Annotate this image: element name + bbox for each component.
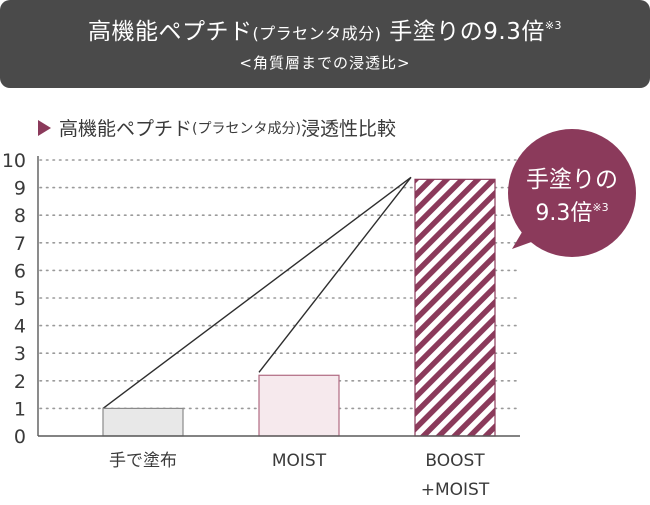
connector-line-hand	[102, 176, 412, 409]
callout-line2: 9.3倍※3	[535, 201, 608, 226]
x-tick-label-line: BOOST	[425, 451, 485, 471]
header-title-tail: 手塗りの9.3倍	[389, 19, 545, 45]
y-tick-label: 1	[14, 398, 26, 420]
y-tick-label: 10	[2, 150, 26, 172]
y-tick-label: 6	[14, 260, 26, 282]
chart-axes	[37, 156, 520, 437]
header-title-note: ※3	[544, 19, 563, 32]
chart-heading-paren: (プラセンタ成分)	[192, 120, 301, 137]
chart-heading-tail: 浸透性比較	[300, 118, 396, 140]
callout-line1: 手塗りの	[526, 167, 618, 193]
header-banner: 高機能ペプチド(プラセンタ成分) 手塗りの9.3倍※3 <角質層までの浸透比>	[0, 0, 650, 88]
y-tick-label: 5	[14, 288, 26, 310]
header-title-paren: (プラセンタ成分)	[252, 24, 382, 43]
bar-3	[414, 178, 496, 437]
header-title: 高機能ペプチド(プラセンタ成分) 手塗りの9.3倍※3	[0, 12, 650, 46]
header-subtitle: <角質層までの浸透比>	[239, 54, 411, 72]
x-tick-label: 手で塗布	[109, 450, 177, 471]
x-tick-label-line: MOIST	[272, 451, 327, 471]
bar-1	[102, 407, 184, 437]
x-axis-labels: 手で塗布 MOIST BOOST +MOIST	[109, 450, 490, 500]
x-tick-label: MOIST	[272, 451, 327, 471]
callout-circle	[508, 129, 636, 257]
x-tick-label-line: +MOIST	[421, 480, 490, 500]
y-tick-label: 9	[14, 178, 26, 200]
y-axis-ticks: 0 1 2 3 4 5 6 7 8 9 10	[2, 150, 26, 448]
x-tick-label-line: 手で塗布	[109, 450, 177, 471]
comparison-connectors	[102, 176, 412, 409]
chart-heading: 高機能ペプチド (プラセンタ成分) 浸透性比較	[38, 114, 396, 141]
y-tick-label: 4	[14, 316, 26, 338]
callout-bubble: 手塗りの 9.3倍※3	[508, 129, 636, 257]
y-tick-label: 3	[14, 343, 26, 365]
chart-heading-main: 高機能ペプチド	[59, 118, 193, 140]
callout-note: ※3	[592, 201, 608, 214]
y-tick-label: 7	[14, 233, 26, 255]
header-title-main: 高機能ペプチド	[87, 19, 253, 45]
y-tick-label: 8	[14, 205, 26, 227]
connector-line-moist	[258, 176, 412, 373]
y-tick-label: 2	[14, 371, 26, 393]
bar-2	[258, 374, 340, 437]
x-tick-label: BOOST +MOIST	[421, 451, 490, 500]
y-tick-label: 0	[14, 426, 26, 448]
triangle-marker-icon	[38, 119, 51, 136]
callout-value: 9.3倍	[535, 201, 592, 226]
chart-bars	[102, 178, 496, 437]
